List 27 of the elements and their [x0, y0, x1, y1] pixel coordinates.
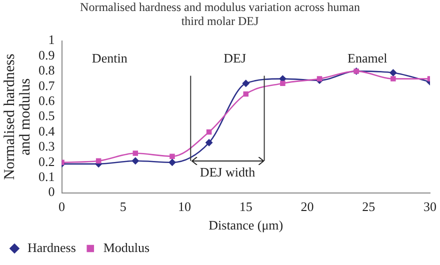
x-tick-label: 25 [362, 199, 376, 214]
y-tick-label: 0 [48, 184, 55, 200]
y-tick-label: 0.6 [38, 93, 56, 108]
y-tick-label: 0.7 [38, 78, 56, 93]
legend-label: Modulus [103, 240, 150, 255]
y-tick-label: 1 [48, 32, 55, 48]
y-tick-label: 0.3 [38, 138, 55, 154]
legend-label: Hardness [28, 240, 76, 255]
annotation: Enamel [348, 50, 388, 66]
x-tick-label: 0 [58, 199, 65, 214]
x-tick-label: 10 [178, 199, 191, 214]
x-tick-label: 5 [120, 199, 126, 214]
y-tick-label: 0.5 [38, 108, 55, 124]
y-tick-label: 0.8 [38, 62, 55, 78]
x-tick-label: 15 [239, 199, 252, 214]
x-tick-label: 20 [300, 199, 314, 214]
y-tick-label: 0.4 [38, 123, 56, 138]
x-tick-label: 30 [424, 199, 436, 214]
annotation: DEJ width [200, 164, 256, 180]
y-tick-label: 0.2 [38, 154, 55, 169]
chart-title: Normalised hardness and modulus variation across human third molar DEJ [79, 0, 361, 28]
annotation: Dentin [92, 50, 128, 66]
y-axis-title: Normalised hardness and modulus [2, 54, 34, 180]
x-axis-title: Distance (μm) [208, 218, 284, 233]
annotation: DEJ [224, 50, 246, 66]
y-tick-label: 0.1 [38, 169, 55, 184]
y-tick-label: 0.9 [38, 47, 55, 62]
